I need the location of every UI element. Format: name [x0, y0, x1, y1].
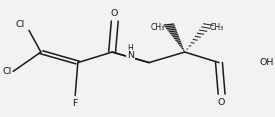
Text: N: N [127, 51, 134, 60]
Text: F: F [73, 99, 78, 108]
Text: O: O [110, 9, 118, 18]
Text: CH₃: CH₃ [210, 23, 224, 32]
Text: CH₃: CH₃ [151, 23, 165, 32]
Text: OH: OH [260, 58, 274, 67]
Text: H: H [128, 44, 133, 53]
Text: Cl: Cl [3, 68, 12, 76]
Text: O: O [218, 98, 225, 107]
Text: Cl: Cl [16, 20, 25, 29]
